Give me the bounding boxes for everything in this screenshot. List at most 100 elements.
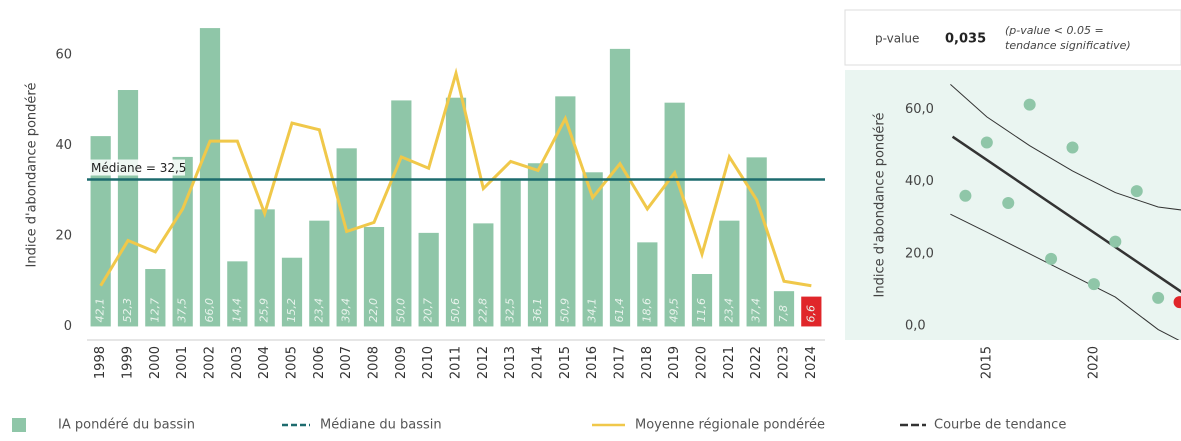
bar xyxy=(336,148,357,327)
y-tick-label: 0,0 xyxy=(905,318,926,333)
point xyxy=(1130,185,1143,198)
bar xyxy=(227,261,248,327)
bar-value-label: 15,2 xyxy=(285,298,298,323)
bar xyxy=(391,100,412,327)
bar-value-label: 50,6 xyxy=(449,298,462,323)
bar xyxy=(637,242,658,327)
bar-value-label: 18,6 xyxy=(640,298,653,323)
x-tick-label: 2014 xyxy=(531,346,546,379)
bar-value-label: 37,5 xyxy=(176,298,189,323)
point xyxy=(1002,197,1015,210)
y-tick-label: 0 xyxy=(64,319,72,334)
x-tick-label: 2013 xyxy=(503,346,518,379)
x-tick-label: 2023 xyxy=(777,346,792,379)
bar-value-label: 39,4 xyxy=(340,298,353,323)
bar xyxy=(363,226,385,327)
point xyxy=(1045,252,1058,265)
pvalue-label: p-value xyxy=(875,32,919,46)
bar-value-label: 12,7 xyxy=(148,298,161,323)
median-label-bg xyxy=(89,159,185,176)
x-tick-label: 1999 xyxy=(121,346,136,379)
bar-value-label: 20,7 xyxy=(422,298,435,323)
bar-value-label: 23,4 xyxy=(312,298,325,323)
bar xyxy=(500,179,521,327)
bar-value-label: 50,0 xyxy=(394,298,407,323)
point xyxy=(1109,235,1122,248)
x-tick-label: 2019 xyxy=(667,346,682,379)
bar xyxy=(117,90,139,327)
bar xyxy=(199,28,221,327)
bar-value-label: 32,5 xyxy=(504,298,517,322)
plot xyxy=(950,84,1181,340)
y-tick-label: 40 xyxy=(55,138,72,153)
bar xyxy=(719,220,740,327)
legend-label: Courbe de tendance xyxy=(934,418,1066,433)
bar-value-label: 42,1 xyxy=(94,298,107,323)
legend-swatch xyxy=(12,418,26,432)
x-tick-label: 2015 xyxy=(979,346,994,379)
pvalue-box xyxy=(844,9,1181,66)
bar xyxy=(527,163,549,327)
x-tick-label: 2003 xyxy=(230,346,245,379)
x-tick-label: 2012 xyxy=(476,346,491,379)
x-tick-label: 2015 xyxy=(558,346,573,379)
x-tick-label: 2017 xyxy=(613,346,628,379)
x-tick-label: 2004 xyxy=(257,346,272,379)
line xyxy=(99,67,812,288)
x-tick-label: 2002 xyxy=(203,346,218,379)
x-tick-label: 2000 xyxy=(148,346,163,379)
bar xyxy=(746,157,767,327)
bar-value-label: 50,9 xyxy=(558,298,571,323)
bar-value-label: 6,6 xyxy=(804,305,817,323)
bar xyxy=(773,291,795,327)
x-tick-label: 2006 xyxy=(312,346,327,379)
bar-value-label: 22,0 xyxy=(367,298,380,323)
point xyxy=(980,136,993,149)
legend-label: IA pondéré du bassin xyxy=(58,418,195,433)
legend-label: Moyenne régionale pondérée xyxy=(635,418,825,433)
x-tick-label: 2018 xyxy=(640,346,655,379)
y-tick-label: 60 xyxy=(55,48,72,63)
bar xyxy=(691,274,713,327)
confidence-band xyxy=(950,213,1180,340)
bar-value-label: 34,1 xyxy=(586,298,599,323)
bar xyxy=(254,209,275,327)
y-axis-label: Indice d'abondance pondéré xyxy=(25,83,40,268)
x-tick-label: 2016 xyxy=(585,346,600,379)
bar xyxy=(582,172,603,327)
point xyxy=(1173,296,1181,309)
x-tick-label: 2009 xyxy=(394,346,409,379)
bar-value-label: 14,4 xyxy=(230,298,243,323)
confidence-band xyxy=(950,84,1181,211)
point xyxy=(1066,141,1079,154)
bar-value-label: 36,1 xyxy=(531,298,544,323)
bar-value-label: 11,6 xyxy=(695,298,708,323)
x-tick-label: 2011 xyxy=(449,346,464,379)
bar-value-label: 23,4 xyxy=(722,298,735,323)
point xyxy=(1152,291,1165,304)
bar-value-label: 49,5 xyxy=(668,298,681,323)
bar xyxy=(309,220,330,327)
x-tick-label: 1998 xyxy=(93,346,108,379)
y-tick-label: 20 xyxy=(55,229,72,244)
bar-value-label: 52,3 xyxy=(121,298,134,323)
bar xyxy=(445,97,467,327)
bar-value-label: 22,8 xyxy=(476,298,489,323)
x-tick-label: 2020 xyxy=(1086,346,1101,379)
x-tick-label: 2001 xyxy=(175,346,190,379)
y-tick-label: 20,0 xyxy=(905,246,934,261)
legend-label: Médiane du bassin xyxy=(320,418,442,433)
bar-value-label: 66,0 xyxy=(203,298,216,323)
bar xyxy=(473,223,494,327)
y-tick-label: 40,0 xyxy=(905,174,934,189)
point xyxy=(1087,278,1100,291)
x-tick-label: 2024 xyxy=(804,346,819,379)
bar xyxy=(801,296,822,327)
bar xyxy=(145,269,166,327)
x-tick-label: 2005 xyxy=(285,346,300,379)
bar-value-label: 7,8 xyxy=(777,305,790,323)
bar xyxy=(555,96,576,327)
bar xyxy=(609,48,631,327)
bar xyxy=(664,102,685,327)
